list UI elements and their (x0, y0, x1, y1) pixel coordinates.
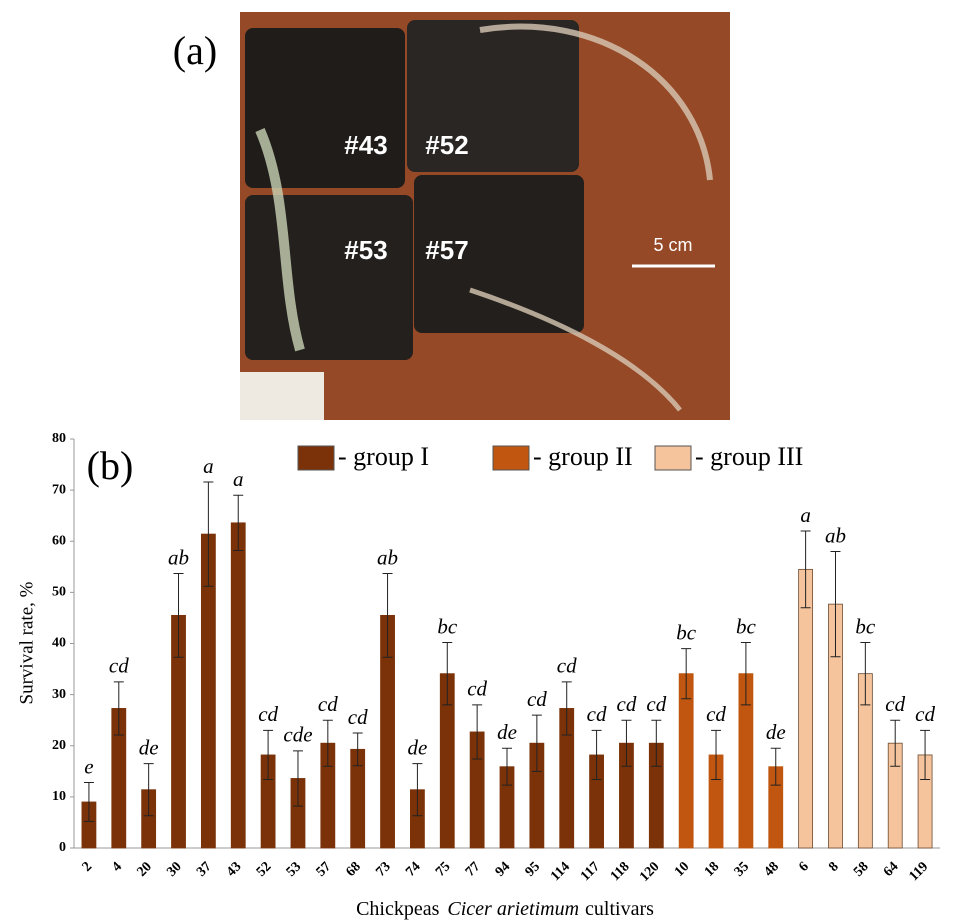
x-tick-label: 118 (608, 859, 633, 884)
significance-letter: de (766, 720, 786, 744)
significance-letter: cd (587, 702, 607, 726)
significance-letter: cde (283, 723, 312, 747)
x-tick-label: 117 (578, 859, 603, 884)
figure: (a) #43 #52 #53 #57 5 cm (b) Survival ra… (0, 0, 957, 923)
x-tick-label: 64 (881, 859, 902, 880)
bar (231, 523, 245, 848)
x-tick-label: 30 (164, 859, 185, 880)
x-tick-label: 6 (796, 859, 812, 875)
legend-label: - group I (338, 442, 429, 471)
x-axis-label-text: Chickpeas (356, 898, 440, 920)
x-tick-label: 35 (732, 859, 753, 880)
x-tick-label: 94 (493, 859, 514, 880)
x-tick-label: 4 (110, 859, 126, 875)
pot-label: #53 (344, 235, 387, 265)
significance-letter: cd (318, 692, 338, 716)
photo (240, 12, 730, 420)
significance-letter: cd (109, 654, 129, 678)
y-tick-label: 30 (52, 687, 66, 702)
significance-letter: ab (168, 545, 189, 569)
significance-letter: cd (258, 702, 278, 726)
x-tick-label: 75 (433, 859, 454, 880)
panel-label: (b) (87, 443, 134, 488)
significance-letter: cd (467, 677, 487, 701)
x-tick-label: 53 (284, 859, 305, 880)
significance-letter: bc (855, 614, 876, 638)
significance-letter: ab (377, 545, 398, 569)
x-tick-label: 2 (80, 859, 96, 875)
y-tick-label: 70 (52, 482, 66, 497)
y-tick-label: 80 (52, 431, 66, 446)
x-tick-label: 58 (851, 859, 872, 880)
significance-letter: a (233, 467, 244, 491)
significance-letter: cd (557, 654, 577, 678)
legend-label: - group II (533, 442, 633, 471)
x-tick-label: 10 (672, 859, 693, 880)
x-axis-label: Chickpeas Cicer arietimum cultivars (356, 898, 654, 920)
y-tick-label: 10 (52, 789, 66, 804)
significance-letter: cd (706, 702, 726, 726)
bar (799, 569, 813, 848)
x-tick-label: 8 (826, 859, 842, 875)
significance-letter: bc (676, 620, 697, 644)
x-tick-label: 119 (906, 859, 931, 884)
significance-letter: cd (915, 702, 935, 726)
x-tick-label: 43 (224, 859, 245, 880)
x-tick-label: 52 (254, 859, 275, 880)
x-axis-label-text: cultivars (585, 898, 654, 920)
significance-letter: e (84, 754, 93, 778)
panel-label: (a) (173, 28, 217, 73)
significance-letter: cd (646, 692, 666, 716)
pot-label: #52 (425, 130, 468, 160)
x-tick-label: 68 (343, 859, 364, 880)
pot-label: #57 (425, 235, 468, 265)
significance-letter: cd (348, 705, 368, 729)
legend-swatch (655, 446, 691, 470)
x-tick-label: 114 (548, 859, 573, 884)
x-tick-label: 95 (523, 859, 544, 880)
y-tick-label: 0 (59, 840, 66, 855)
significance-letter: ab (825, 523, 846, 547)
x-tick-label: 48 (762, 859, 783, 880)
legend-label: - group III (695, 442, 803, 471)
legend-swatch (298, 446, 334, 470)
significance-letter: cd (527, 687, 547, 711)
scale-label: 5 cm (653, 235, 692, 255)
y-tick-label: 20 (52, 738, 66, 753)
significance-letter: de (407, 735, 427, 759)
x-tick-label: 120 (637, 859, 662, 884)
significance-letter: bc (736, 614, 757, 638)
significance-letter: de (139, 735, 159, 759)
significance-letter: de (497, 720, 517, 744)
x-tick-label: 20 (134, 859, 155, 880)
x-tick-label: 74 (403, 859, 424, 880)
y-tick-label: 50 (52, 585, 66, 600)
y-axis-label: Survival rate, % (16, 581, 37, 704)
x-tick-label: 57 (314, 859, 335, 880)
significance-letter: bc (437, 614, 458, 638)
significance-letter: a (203, 454, 214, 478)
x-tick-label: 73 (373, 859, 394, 880)
legend-swatch (493, 446, 529, 470)
significance-letter: a (800, 503, 811, 527)
y-tick-label: 60 (52, 533, 66, 548)
significance-letter: cd (885, 692, 905, 716)
x-axis-label-species: Cicer arietimum (447, 898, 579, 920)
x-tick-label: 77 (463, 859, 484, 880)
bar (679, 674, 693, 848)
x-tick-label: 18 (702, 859, 723, 880)
y-tick-label: 40 (52, 636, 66, 651)
significance-letter: cd (617, 692, 637, 716)
x-tick-label: 37 (194, 859, 215, 880)
pot-label: #43 (344, 130, 387, 160)
